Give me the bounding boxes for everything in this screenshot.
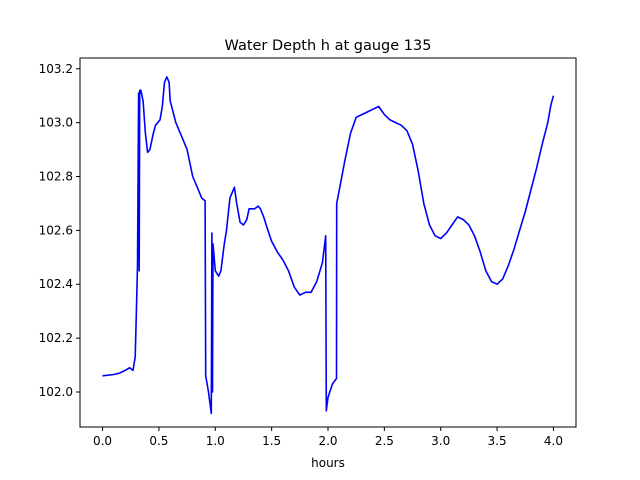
plot-frame — [79, 57, 577, 428]
x-axis-label: hours — [311, 456, 345, 470]
y-axis-ticks: 102.0 102.2 102.4 102.6 102.8 103.0 103.2 — [39, 62, 80, 399]
x-tick-label: 3.5 — [488, 434, 507, 448]
x-tick-label: 0.5 — [149, 434, 168, 448]
x-axis-ticks: 0.0 0.5 1.0 1.5 2.0 2.5 3.0 3.5 4.0 — [93, 427, 563, 448]
y-tick-label: 103.2 — [39, 62, 73, 76]
chart-title: Water Depth h at gauge 135 — [225, 38, 432, 54]
x-tick-label: 2.0 — [318, 434, 337, 448]
y-tick-label: 102.6 — [39, 223, 73, 237]
x-tick-label: 1.0 — [206, 434, 225, 448]
y-tick-label: 102.4 — [39, 277, 73, 291]
x-tick-label: 1.5 — [262, 434, 281, 448]
y-tick-label: 102.8 — [39, 170, 73, 184]
x-tick-label: 2.5 — [375, 434, 394, 448]
y-tick-label: 102.2 — [39, 331, 73, 345]
x-tick-label: 0.0 — [93, 434, 112, 448]
plot-area — [80, 58, 576, 427]
x-tick-label: 4.0 — [544, 434, 563, 448]
y-tick-label: 103.0 — [39, 116, 73, 130]
series-line-water-depth — [102, 76, 555, 415]
x-tick-label: 3.0 — [431, 434, 450, 448]
y-tick-label: 102.0 — [39, 385, 73, 399]
